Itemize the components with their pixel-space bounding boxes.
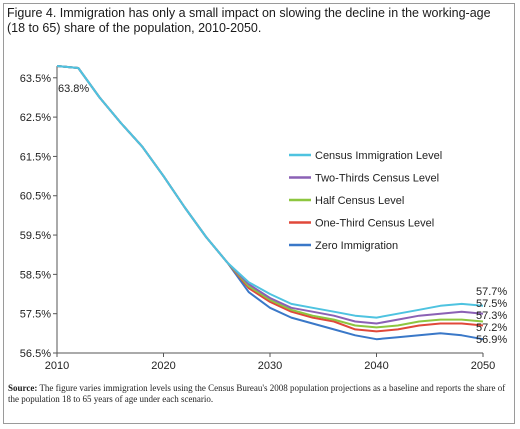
y-tick-label: 58.5% bbox=[20, 269, 51, 281]
figure-frame bbox=[3, 3, 515, 424]
y-tick-labels: 56.5% 57.5% 58.5% 59.5% 60.5% 61.5% 62.5% 63.5% bbox=[20, 73, 51, 360]
x-tick-labels: 2010 2020 2030 2040 2050 bbox=[45, 360, 495, 372]
legend-label: Zero Immigration bbox=[315, 240, 398, 252]
end-value-label: 56.9% bbox=[476, 334, 507, 346]
y-tick-label: 63.5% bbox=[20, 73, 51, 85]
end-value-label: 57.3% bbox=[476, 310, 507, 322]
x-tick-label: 2040 bbox=[364, 360, 388, 372]
y-tick-label: 62.5% bbox=[20, 112, 51, 124]
figure-title: Figure 4. Immigration has only a small i… bbox=[7, 6, 491, 35]
end-value-label: 57.7% bbox=[476, 286, 507, 298]
start-value-label: 63.8% bbox=[58, 83, 89, 95]
legend: Census Immigration Level Two-Thirds Censu… bbox=[289, 150, 442, 252]
legend-entry: Half Census Level bbox=[289, 195, 404, 207]
source-note: Source: The figure varies immigration le… bbox=[8, 383, 508, 405]
end-value-label: 57.2% bbox=[476, 322, 507, 334]
x-tick-label: 2030 bbox=[258, 360, 282, 372]
end-value-labels: 57.7%57.5%57.3%57.2%56.9% bbox=[476, 286, 507, 346]
y-tick-label: 57.5% bbox=[20, 309, 51, 321]
x-tick-label: 2010 bbox=[45, 360, 69, 372]
legend-label: Half Census Level bbox=[315, 195, 404, 207]
legend-entry: Census Immigration Level bbox=[289, 150, 442, 162]
legend-label: Two-Thirds Census Level bbox=[315, 173, 439, 185]
legend-label: One-Third Census Level bbox=[315, 218, 434, 230]
legend-entry: Two-Thirds Census Level bbox=[289, 173, 439, 185]
y-tick-label: 59.5% bbox=[20, 230, 51, 242]
y-tick-label: 56.5% bbox=[20, 348, 51, 360]
series-line-census-immigration-level bbox=[56, 65, 484, 319]
series-lines bbox=[56, 65, 484, 341]
y-tick-label: 61.5% bbox=[20, 151, 51, 163]
series-line-one-third-census-level bbox=[56, 65, 484, 333]
source-text: The figure varies immigration levels usi… bbox=[8, 383, 506, 404]
series-line-two-thirds-census-level bbox=[56, 65, 484, 325]
y-tick-label: 60.5% bbox=[20, 191, 51, 203]
axes bbox=[53, 66, 484, 357]
legend-entry: Zero Immigration bbox=[289, 240, 398, 252]
x-tick-label: 2050 bbox=[471, 360, 495, 372]
end-value-label: 57.5% bbox=[476, 298, 507, 310]
x-tick-label: 2020 bbox=[151, 360, 175, 372]
series-line-half-census-level bbox=[56, 65, 484, 329]
source-label: Source: bbox=[8, 383, 38, 393]
legend-label: Census Immigration Level bbox=[315, 150, 442, 162]
legend-entry: One-Third Census Level bbox=[289, 218, 434, 230]
